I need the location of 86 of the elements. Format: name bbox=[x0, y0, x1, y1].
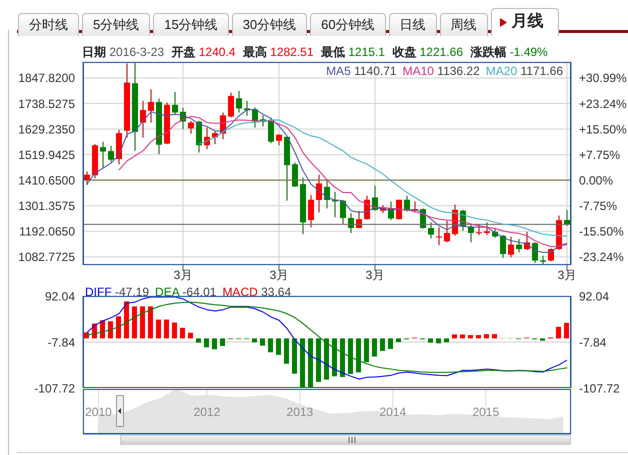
bar bbox=[148, 306, 153, 338]
y2-tick-label: 0.00% bbox=[579, 173, 614, 188]
bar bbox=[268, 338, 273, 352]
annotation: 1140.71 bbox=[354, 64, 397, 78]
bar bbox=[140, 306, 145, 338]
bar bbox=[428, 338, 433, 343]
bar bbox=[364, 338, 369, 362]
x-tick-label: 3月 bbox=[174, 268, 192, 282]
bar bbox=[372, 338, 377, 357]
x-tick-label: 3月 bbox=[366, 268, 384, 282]
bar bbox=[492, 334, 497, 338]
y2-tick-label: -7.84 bbox=[579, 335, 607, 350]
y2-tick-label: -107.72 bbox=[579, 381, 620, 396]
bar bbox=[116, 316, 121, 338]
bar bbox=[212, 338, 217, 350]
bar bbox=[204, 338, 209, 348]
y-tick-label: 1738.5275 bbox=[18, 96, 76, 111]
x-tick-label: 2012 bbox=[194, 405, 221, 419]
bar bbox=[388, 338, 393, 349]
bar bbox=[260, 338, 265, 346]
x-tick-label: 2013 bbox=[286, 405, 314, 419]
text: MA20 bbox=[486, 64, 518, 78]
bar bbox=[132, 306, 137, 338]
bar bbox=[460, 334, 465, 338]
x-tick-label: 2015 bbox=[472, 405, 500, 419]
y-tick-label: 1847.8200 bbox=[18, 71, 76, 86]
annotation: 1136.22 bbox=[437, 64, 480, 78]
bar bbox=[556, 326, 561, 338]
x-tick-label: 2014 bbox=[379, 405, 407, 419]
x-tick-label: 3月 bbox=[270, 268, 288, 282]
bar bbox=[308, 338, 313, 388]
bar bbox=[452, 334, 457, 338]
y-tick-label: -107.72 bbox=[34, 381, 76, 396]
bar bbox=[284, 338, 289, 364]
annotation: -47.19 bbox=[115, 285, 150, 299]
y-tick-label: 1192.0650 bbox=[19, 224, 76, 239]
chart-title: 日期 2016-3-23 开盘 1240.4 最高 1282.51 最低 1215.1 收盘 1221.66 涨跌幅 -1.49% bbox=[82, 45, 548, 59]
y-tick-label: 92.04 bbox=[44, 289, 76, 304]
series-label: DIFF bbox=[85, 285, 112, 299]
y2-tick-label: +7.75% bbox=[579, 148, 620, 162]
annotation: -64.01 bbox=[182, 285, 216, 299]
y2-tick-label: -23.24% bbox=[579, 250, 624, 264]
y-tick-label: 1629.2350 bbox=[18, 122, 76, 136]
text: MA10 bbox=[402, 64, 434, 78]
bar bbox=[292, 338, 297, 374]
bar bbox=[84, 332, 89, 338]
text: MACD bbox=[222, 285, 258, 299]
bar bbox=[252, 338, 257, 342]
bar bbox=[476, 335, 481, 338]
text: 分时线 5分钟线 15分钟线 30分钟线 60分钟线 日线 周线 月线 bbox=[29, 13, 544, 32]
y-tick-label: 1410.6500 bbox=[18, 173, 76, 188]
bar bbox=[188, 332, 193, 338]
x-tick-label: 3月 bbox=[558, 268, 576, 282]
bar bbox=[276, 338, 281, 355]
bar bbox=[108, 321, 113, 338]
bar bbox=[180, 328, 185, 338]
bar bbox=[436, 338, 441, 344]
annotation: 1171.66 bbox=[520, 64, 563, 78]
bar bbox=[444, 338, 449, 342]
bar bbox=[124, 301, 129, 338]
y-tick-label: -7.84 bbox=[48, 335, 76, 350]
y2-tick-label: 92.04 bbox=[579, 289, 610, 304]
y2-tick-label: +15.50% bbox=[579, 122, 628, 136]
y-tick-label: 1082.7725 bbox=[18, 250, 76, 264]
bar bbox=[484, 334, 489, 338]
y-tick-label: 1519.9425 bbox=[18, 148, 76, 162]
y2-tick-label: +23.24% bbox=[579, 96, 628, 111]
bar bbox=[468, 335, 473, 338]
text: MA5 bbox=[326, 64, 351, 78]
bar bbox=[164, 320, 169, 338]
bar bbox=[380, 338, 385, 351]
bar bbox=[172, 322, 177, 338]
y2-tick-label: -15.50% bbox=[579, 224, 624, 239]
bar bbox=[196, 338, 201, 343]
y2-tick-label: -7.75% bbox=[579, 199, 618, 214]
x-tick-label: 2010 bbox=[85, 405, 112, 419]
bar bbox=[564, 322, 569, 338]
bar bbox=[156, 320, 161, 338]
y-tick-label: 1301.3575 bbox=[18, 199, 76, 214]
series-label: DEA bbox=[155, 285, 180, 299]
bar bbox=[220, 338, 225, 346]
bar bbox=[396, 338, 401, 342]
candlestick bbox=[436, 227, 442, 246]
bar bbox=[300, 338, 305, 388]
annotation: 33.64 bbox=[261, 285, 292, 299]
y2-tick-label: +30.99% bbox=[579, 71, 628, 86]
